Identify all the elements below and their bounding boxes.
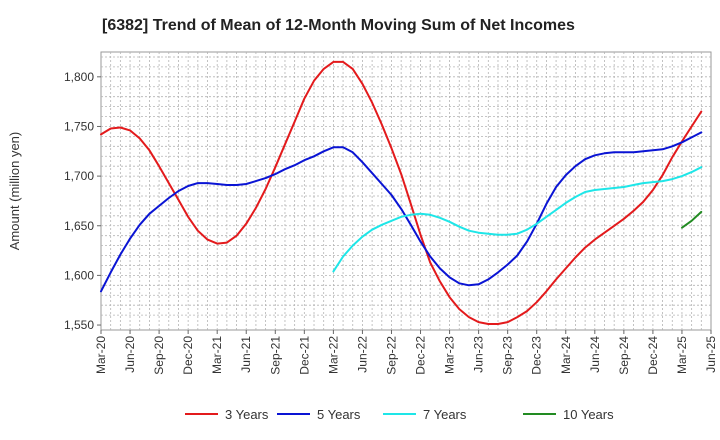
x-tick-label: Mar-21 [210,336,224,374]
x-tick-label: Mar-25 [675,336,689,374]
series-line-10-years [681,210,703,229]
series-line-3-years [100,60,703,325]
y-tick-label: 1,550 [64,318,94,332]
legend-label: 5 Years [317,407,361,422]
y-tick-label: 1,650 [64,219,94,233]
series-lines [100,60,703,325]
series-line-5-years [100,131,703,293]
x-tick-label: Sep-20 [152,336,166,375]
y-axis-label: Amount (million yen) [7,132,22,251]
y-tick-label: 1,600 [64,268,94,282]
x-tick-label: Jun-23 [472,336,486,373]
chart-title: [6382] Trend of Mean of 12-Month Moving … [102,17,575,34]
x-axis: Mar-20 Jun-20 Sep-20 Dec-20 Mar-21 Jun-21 Sep-… [94,330,718,375]
x-tick-label: Dec-24 [646,336,660,375]
x-tick-label: Mar-23 [443,336,457,374]
x-tick-label: Dec-23 [530,336,544,375]
y-tick-label: 1,800 [64,70,94,84]
x-tick-label: Dec-21 [297,336,311,375]
x-tick-label: Sep-21 [268,336,282,375]
x-tick-label: Mar-20 [94,336,108,374]
y-axis: 1,550 1,600 1,650 1,700 1,750 1,800 [64,70,101,332]
y-tick-label: 1,750 [64,119,94,133]
y-tick-label: 1,700 [64,169,94,183]
x-tick-label: Jun-25 [704,336,718,373]
x-tick-label: Sep-22 [384,336,398,375]
x-tick-label: Jun-20 [123,336,137,373]
legend-label: 10 Years [563,407,614,422]
x-tick-label: Sep-23 [501,336,515,375]
legend: 3 Years 5 Years 7 Years 10 Years [185,407,614,422]
x-tick-label: Dec-20 [181,336,195,375]
x-tick-label: Jun-21 [239,336,253,373]
x-tick-label: Jun-22 [355,336,369,373]
x-tick-label: Sep-24 [617,336,631,375]
x-tick-label: Mar-24 [559,336,573,374]
x-tick-label: Mar-22 [326,336,340,374]
legend-label: 7 Years [423,407,467,422]
x-tick-label: Jun-24 [588,336,602,373]
legend-label: 3 Years [225,407,269,422]
series-line-7-years [332,166,703,273]
x-tick-label: Dec-22 [414,336,428,375]
